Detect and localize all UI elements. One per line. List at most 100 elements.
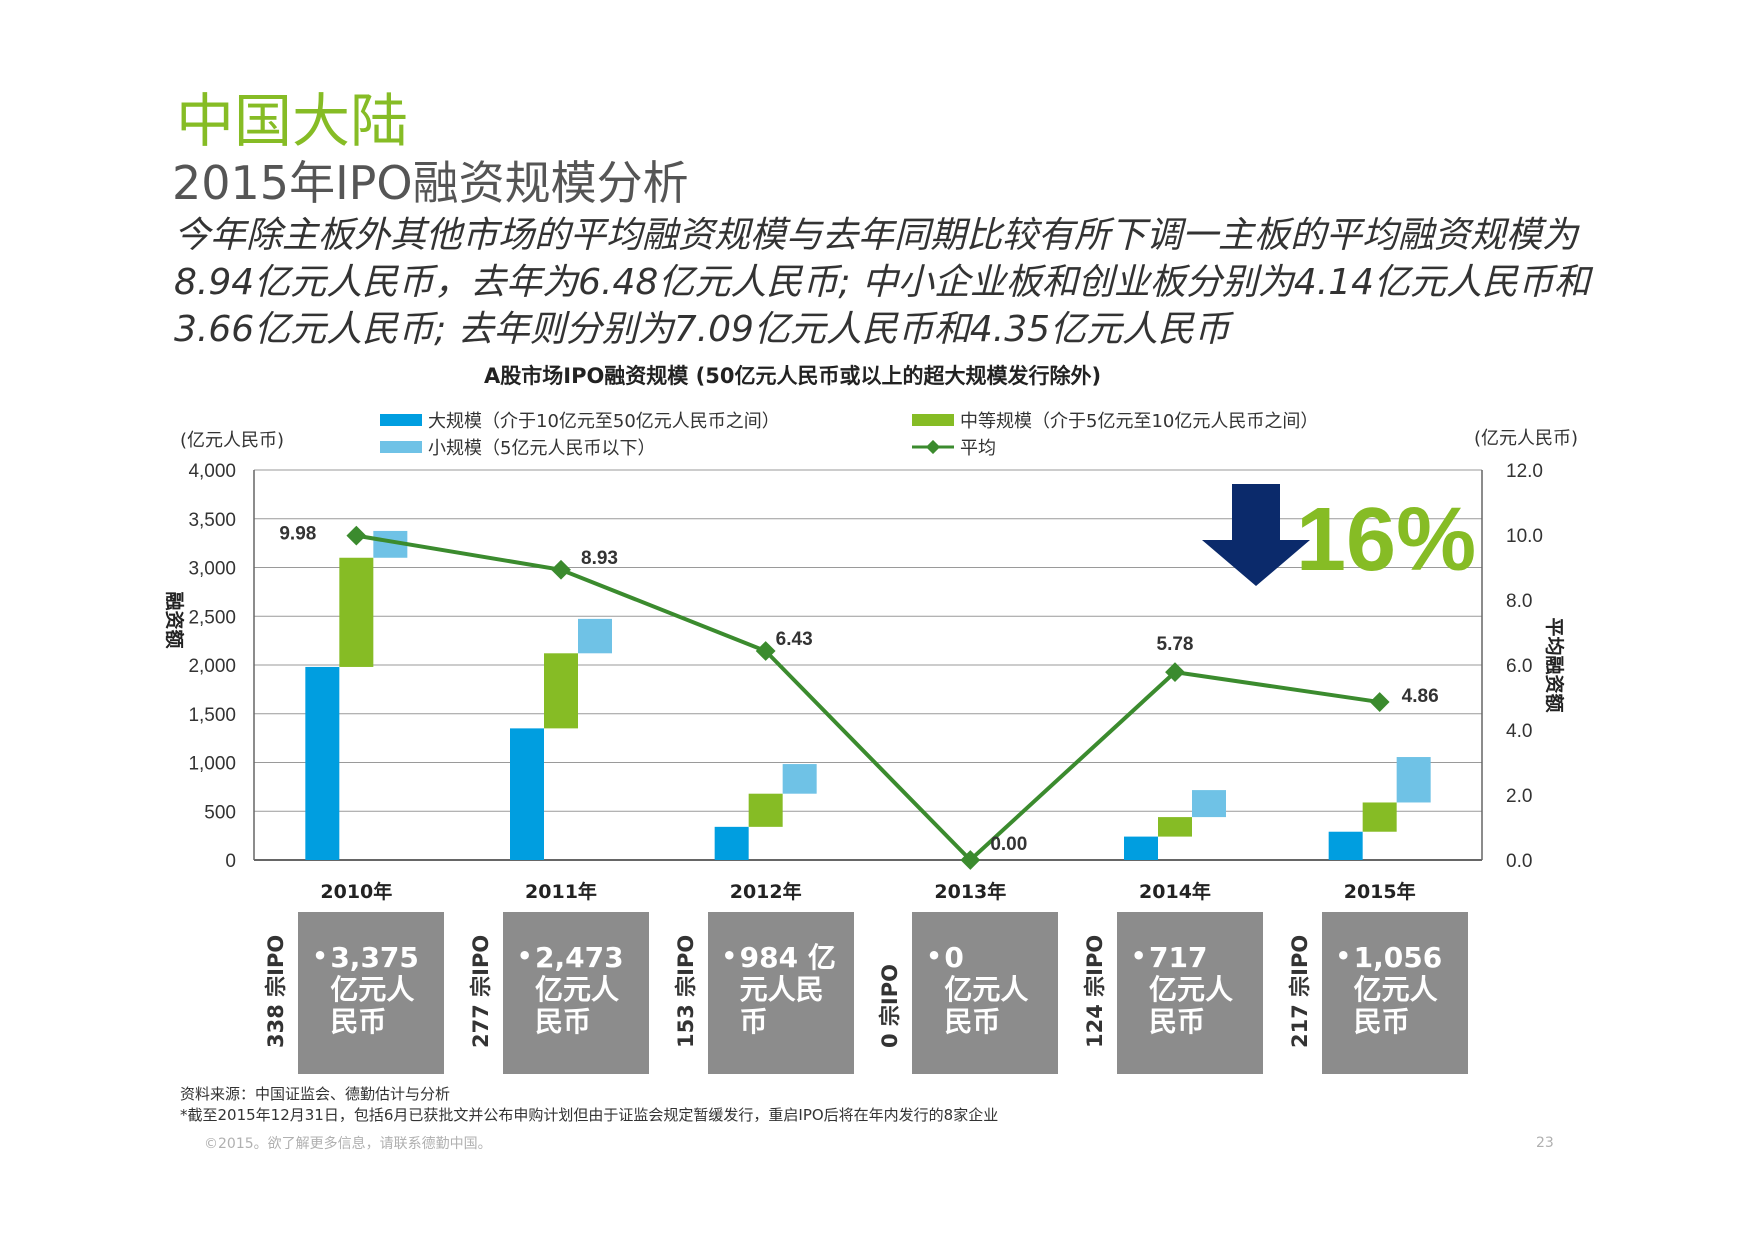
right-tick-label: 0.0 [1506, 851, 1532, 872]
right-axis-title: 平均融资额 [1543, 617, 1566, 712]
left-tick-label: 500 [204, 802, 236, 823]
bar-small [1192, 790, 1226, 818]
average-data-label: 6.43 [776, 629, 813, 650]
average-point [1165, 662, 1185, 683]
down-arrow-icon [1202, 484, 1310, 586]
legend-label-average: 平均 [960, 438, 996, 459]
bar-medium [748, 793, 783, 827]
stat-amount: 1,056 [1353, 941, 1443, 974]
summary-text: 今年除主板外其他市场的平均融资规模与去年同期比较有所下调一主板的平均融资规模为8… [174, 215, 1591, 350]
stat-unit: 亿元人民币 [1149, 973, 1234, 1038]
bullet-icon: • [926, 942, 942, 970]
legend-swatch-small [380, 441, 422, 453]
left-tick-label: 2,500 [188, 607, 236, 628]
category-label: 2015年 [1344, 880, 1416, 903]
deal-count-label: 338 宗IPO [264, 934, 289, 1048]
legend-label-small: 小规模（5亿元人民币以下） [428, 438, 656, 459]
left-tick-label: 0 [225, 851, 236, 872]
average-data-label: 4.86 [1402, 686, 1439, 707]
bar-large [1124, 836, 1158, 860]
category-label: 2010年 [320, 880, 392, 903]
stat-box: • 1,056 亿元人民币 [1321, 912, 1468, 1074]
bar-small [578, 618, 612, 654]
callout-percentage: 16% [1296, 490, 1477, 590]
right-axis-unit: (亿元人民币) [1474, 428, 1579, 449]
bar-medium [1158, 817, 1192, 837]
page-number: 23 [1536, 1135, 1554, 1151]
average-data-label: 0.00 [990, 834, 1027, 855]
stat-box: • 0 亿元人民币 [912, 912, 1059, 1074]
region-title: 中国大陆 [176, 87, 409, 155]
bar-large [714, 826, 749, 860]
left-tick-label: 1,000 [188, 754, 236, 775]
stat-box: • 717 亿元人民币 [1117, 912, 1263, 1074]
legend-item-average: 平均 [912, 434, 996, 460]
average-point [1369, 692, 1390, 712]
bar-medium [1362, 802, 1397, 832]
average-data-label: 8.93 [581, 548, 618, 569]
footnote-text: *截至2015年12月31日，包括6月已获批文并公布申购计划但由于证监会规定暂缓… [180, 1106, 999, 1124]
deal-count-label: 277 宗IPO [469, 934, 493, 1048]
bullet-icon: • [1335, 942, 1351, 970]
average-line [356, 533, 1380, 863]
deal-count-label: 217 宗IPO [1287, 934, 1312, 1048]
left-tick-label: 2,000 [188, 656, 236, 677]
left-tick-label: 4,000 [188, 461, 236, 482]
category-label: 2011年 [525, 880, 597, 903]
right-tick-label: 6.0 [1506, 656, 1532, 677]
stat-box: • 984 亿元人民币 [707, 912, 854, 1074]
stat-amount: 3,375 [330, 941, 419, 974]
bar-small [1396, 757, 1431, 803]
left-axis-unit: (亿元人民币) [180, 430, 285, 451]
stat-amount: 2,473 [535, 941, 624, 974]
average-point [346, 525, 367, 546]
left-tick-label: 1,500 [188, 705, 236, 726]
stat-amount: 717 [1149, 941, 1208, 974]
legend-swatch-average [912, 440, 954, 454]
right-tick-label: 4.0 [1506, 721, 1532, 742]
bullet-icon: • [312, 942, 328, 970]
category-label: 2013年 [934, 880, 1006, 903]
average-data-label: 9.98 [279, 524, 316, 545]
legend-item-medium: 中等规模（介于5亿元至10亿元人民币之间） [912, 407, 1318, 433]
bar-large [305, 666, 340, 860]
bar-medium [544, 653, 578, 729]
stat-unit: 亿元人民币 [944, 973, 1029, 1038]
bullet-icon: • [1131, 942, 1147, 970]
bar-medium [339, 557, 374, 667]
legend-item-large: 大规模（介于10亿元至50亿元人民币之间） [380, 407, 780, 433]
bullet-icon: • [721, 942, 737, 970]
stat-amount: 0 [944, 941, 964, 974]
left-tick-label: 3,000 [188, 559, 236, 580]
stat-unit: 元人民币 [739, 973, 824, 1038]
legend-label-medium: 中等规模（介于5亿元至10亿元人民币之间） [960, 411, 1319, 432]
legend-swatch-large [380, 414, 422, 426]
deal-count-label: 153 宗IPO [673, 934, 698, 1048]
copyright-text: ©2015。欲了解更多信息，请联系德勤中国。 [204, 1136, 492, 1152]
right-tick-label: 2.0 [1506, 786, 1532, 807]
stat-amount: 984 亿 [739, 941, 836, 974]
stat-box: • 3,375 亿元人民币 [298, 912, 445, 1074]
stat-unit: 亿元人民币 [1353, 973, 1438, 1038]
source-text: 资料来源：中国证监会、德勤估计与分析 [180, 1085, 451, 1103]
legend-item-small: 小规模（5亿元人民币以下） [380, 434, 655, 460]
stat-unit: 亿元人民币 [330, 973, 415, 1038]
deal-count-label: 124 宗IPO [1083, 934, 1107, 1048]
bar-small [782, 764, 817, 794]
average-point [551, 559, 571, 580]
deal-count-label: 0 宗IPO [878, 964, 903, 1048]
chart-title: A股市场IPO融资规模 (50亿元人民币或以上的超大规模发行除外) [484, 364, 1102, 388]
left-axis-title: 融资额 [163, 591, 186, 648]
average-point [755, 641, 776, 661]
bar-large [1328, 831, 1363, 860]
right-tick-label: 12.0 [1506, 461, 1543, 482]
legend-label-large: 大规模（介于10亿元至50亿元人民币之间） [428, 411, 780, 432]
left-tick-label: 3,500 [188, 510, 236, 531]
right-tick-label: 10.0 [1506, 526, 1543, 547]
average-data-label: 5.78 [1157, 634, 1194, 655]
category-label: 2014年 [1139, 880, 1211, 903]
category-label: 2012年 [730, 880, 802, 903]
bullet-icon: • [517, 942, 533, 970]
right-tick-label: 8.0 [1506, 591, 1532, 612]
